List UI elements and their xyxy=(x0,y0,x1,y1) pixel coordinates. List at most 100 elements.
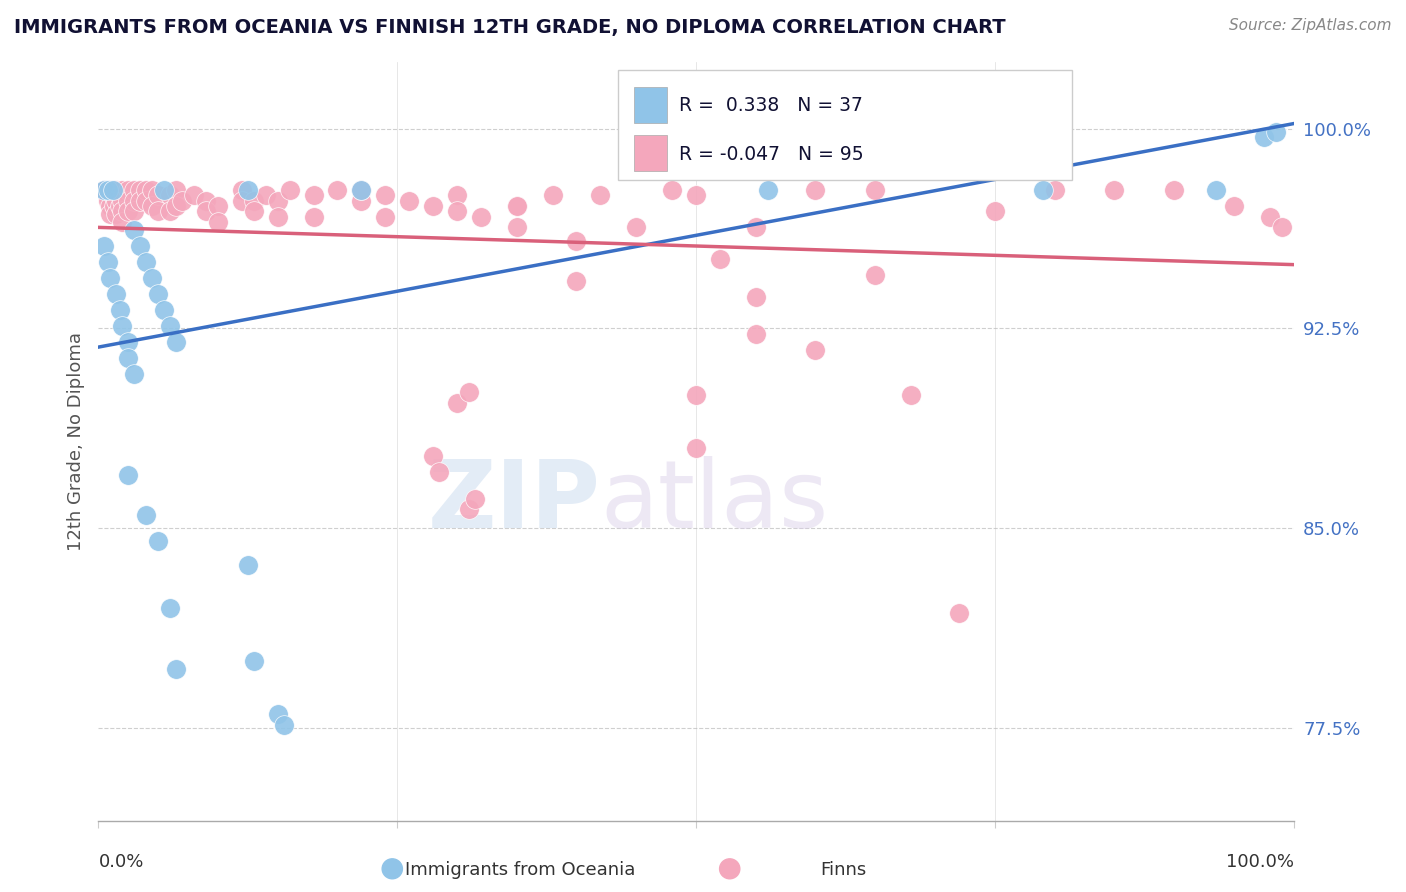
Point xyxy=(97,194,120,208)
Point xyxy=(1223,199,1246,213)
Point xyxy=(135,508,157,522)
Point xyxy=(446,396,468,410)
Point xyxy=(105,207,128,221)
Point xyxy=(458,385,481,400)
Point xyxy=(98,207,122,221)
Point xyxy=(326,183,349,197)
Point xyxy=(124,204,146,219)
Point xyxy=(756,183,779,197)
Point xyxy=(1264,125,1286,139)
Point xyxy=(626,220,648,235)
Point xyxy=(93,183,115,197)
Point xyxy=(111,215,134,229)
Bar xyxy=(634,135,668,171)
Point xyxy=(470,210,492,224)
Point xyxy=(207,199,229,213)
Point xyxy=(141,271,163,285)
Point xyxy=(231,183,253,197)
Point xyxy=(135,183,157,197)
Point xyxy=(117,334,139,349)
Text: Finns: Finns xyxy=(821,861,866,879)
Point xyxy=(398,194,420,208)
Text: 100.0%: 100.0% xyxy=(1226,853,1294,871)
Point xyxy=(302,188,325,202)
Point xyxy=(984,204,1007,219)
Point xyxy=(1032,183,1054,197)
Point xyxy=(278,183,301,197)
Point xyxy=(1253,130,1275,145)
Point xyxy=(172,194,194,208)
Point xyxy=(745,289,768,303)
Point xyxy=(159,204,181,219)
Point xyxy=(565,274,588,288)
Point xyxy=(111,204,134,219)
Point xyxy=(865,183,887,197)
Text: 0.0%: 0.0% xyxy=(98,853,143,871)
Point xyxy=(1043,183,1066,197)
Point xyxy=(101,183,124,197)
Point xyxy=(153,302,176,317)
Circle shape xyxy=(382,859,402,879)
Point xyxy=(236,183,259,197)
Point xyxy=(98,271,122,285)
Point xyxy=(900,388,922,402)
Point xyxy=(195,194,218,208)
Point xyxy=(148,534,170,549)
Point xyxy=(117,183,139,197)
Point xyxy=(117,351,139,365)
Point xyxy=(464,491,486,506)
Point xyxy=(165,183,187,197)
Point xyxy=(685,388,707,402)
Point xyxy=(148,286,170,301)
Point xyxy=(254,188,277,202)
Text: Source: ZipAtlas.com: Source: ZipAtlas.com xyxy=(1229,18,1392,33)
Point xyxy=(97,255,120,269)
Point xyxy=(105,194,128,208)
Point xyxy=(101,188,124,202)
Point xyxy=(422,449,444,463)
Point xyxy=(506,220,529,235)
Point xyxy=(159,188,181,202)
Text: R =  0.338   N = 37: R = 0.338 N = 37 xyxy=(679,96,863,115)
Text: IMMIGRANTS FROM OCEANIA VS FINNISH 12TH GRADE, NO DIPLOMA CORRELATION CHART: IMMIGRANTS FROM OCEANIA VS FINNISH 12TH … xyxy=(14,18,1005,37)
Point xyxy=(124,223,146,237)
Point xyxy=(1258,210,1281,224)
Point xyxy=(96,188,118,202)
Point xyxy=(124,367,146,381)
Point xyxy=(124,183,146,197)
Point xyxy=(105,286,128,301)
Point xyxy=(111,318,134,333)
Text: ZIP: ZIP xyxy=(427,456,600,549)
Point xyxy=(243,654,266,668)
Point xyxy=(422,199,444,213)
Point xyxy=(685,188,707,202)
Point xyxy=(350,183,373,197)
Point xyxy=(446,188,468,202)
Point xyxy=(1271,220,1294,235)
Point xyxy=(183,188,205,202)
Point xyxy=(709,252,731,267)
Point xyxy=(195,204,218,219)
Point xyxy=(135,255,157,269)
Point xyxy=(506,199,529,213)
Point xyxy=(565,234,588,248)
Point xyxy=(267,194,290,208)
Point xyxy=(111,183,134,197)
Point xyxy=(267,707,290,722)
Point xyxy=(159,318,181,333)
Point xyxy=(243,194,266,208)
Point xyxy=(804,343,827,357)
Point xyxy=(135,194,157,208)
Point xyxy=(108,302,131,317)
Point xyxy=(165,199,187,213)
Point xyxy=(427,465,450,479)
Point xyxy=(273,718,295,732)
Point xyxy=(948,606,970,620)
Point xyxy=(165,662,187,676)
Point xyxy=(458,502,481,516)
Point xyxy=(231,194,253,208)
Point xyxy=(117,467,139,482)
Circle shape xyxy=(720,859,740,879)
Point xyxy=(129,239,152,253)
Point xyxy=(129,183,152,197)
